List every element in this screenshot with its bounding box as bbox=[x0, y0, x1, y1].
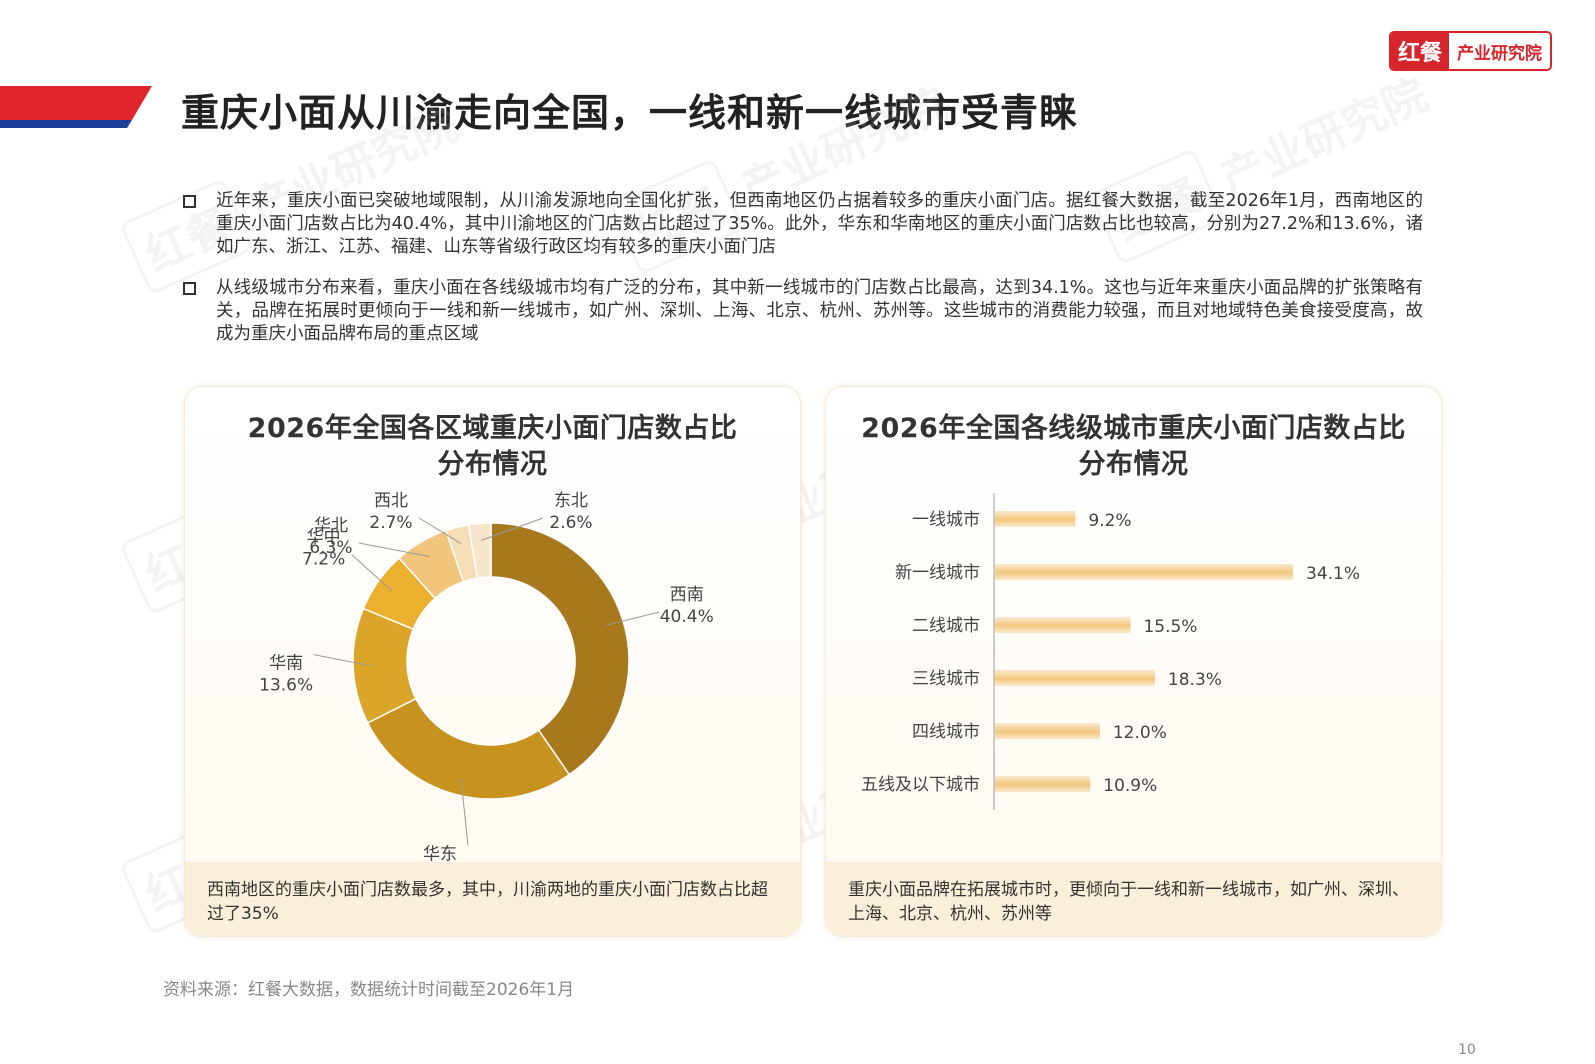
bar-category-label: 一线城市 bbox=[912, 510, 980, 530]
page-title: 重庆小面从川渝走向全国，一线和新一线城市受青睐 bbox=[181, 91, 1079, 135]
chart-title: 2026年全国各线级城市重庆小面门店数占比 分布情况 bbox=[861, 413, 1406, 480]
logo-mark: 红餐 bbox=[1391, 33, 1449, 69]
bullet-text: 近年来，重庆小面已突破地域限制，从川渝发源地向全国化扩张，但西南地区仍占据着较多… bbox=[216, 191, 1423, 257]
bar-value-label: 12.0% bbox=[1113, 723, 1167, 743]
city-tier-chart-panel: 2026年全国各线级城市重庆小面门店数占比 分布情况 一线城市 9.2% 新一线城市… bbox=[825, 386, 1442, 937]
slice-value-label: 40.4% bbox=[660, 607, 714, 627]
bar-category-label: 五线及以下城市 bbox=[861, 775, 980, 795]
donut-slice-1 bbox=[366, 697, 571, 800]
bullet-text: 从线级城市分布来看，重庆小面在各线级城市均有广泛的分布，其中新一线城市的门店数占… bbox=[216, 278, 1423, 344]
bar-category-label: 四线城市 bbox=[912, 722, 980, 742]
slice-category-label: 华北 bbox=[314, 516, 348, 536]
bar-value-label: 10.9% bbox=[1103, 776, 1157, 796]
brand-logo: 红餐 产业研究院 bbox=[1389, 31, 1552, 71]
slice-value-label: 2.6% bbox=[549, 513, 592, 533]
leader-line bbox=[480, 517, 544, 541]
slice-value-label: 6.3% bbox=[309, 538, 352, 558]
bar-value-label: 9.2% bbox=[1088, 511, 1131, 531]
bullet-square-icon bbox=[183, 195, 196, 208]
slice-category-label: 华南 bbox=[269, 654, 303, 674]
bullet-paragraph: 从线级城市分布来看，重庆小面在各线级城市均有广泛的分布，其中新一线城市的门店数占… bbox=[183, 277, 1423, 346]
donut-slice-6 bbox=[467, 522, 492, 579]
bar-value-label: 15.5% bbox=[1143, 617, 1197, 637]
bar bbox=[995, 723, 1100, 739]
leader-line bbox=[606, 611, 659, 626]
slice-category-label: 华中 bbox=[307, 528, 341, 548]
page-number: 10 bbox=[1458, 1042, 1476, 1058]
bar-category-label: 三线城市 bbox=[912, 669, 980, 689]
chart-note: 西南地区的重庆小面门店数最多，其中，川渝两地的重庆小面门店数占比超过了35% bbox=[185, 862, 800, 936]
slice-value-label: 2.7% bbox=[369, 513, 412, 533]
logo-text: 产业研究院 bbox=[1457, 43, 1542, 64]
bar bbox=[995, 776, 1091, 792]
bullet-paragraph: 近年来，重庆小面已突破地域限制，从川渝发源地向全国化扩张，但西南地区仍占据着较多… bbox=[183, 190, 1423, 259]
bullet-square-icon bbox=[183, 282, 196, 295]
donut-slice-0 bbox=[490, 522, 630, 776]
bar bbox=[995, 617, 1131, 633]
source-note: 资料来源：红餐大数据，数据统计时间截至2026年1月 bbox=[163, 980, 575, 1000]
bar-category-label: 新一线城市 bbox=[895, 563, 980, 583]
region-chart-panel: 2026年全国各区域重庆小面门店数占比 分布情况 西南40.4%华东27.2%华… bbox=[184, 386, 801, 937]
bar-category-label: 二线城市 bbox=[912, 616, 980, 636]
bar-chart: 一线城市 9.2% 新一线城市 34.1% 二线城市 15.5% 三线城市 18.3% 四线城市… bbox=[861, 493, 1360, 810]
donut-chart: 西南40.4%华东27.2%华南13.6%华中7.2%华北6.3%西北2.7%东… bbox=[259, 491, 714, 864]
chart-note: 重庆小面品牌在拓展城市时，更倾向于一线和新一线城市，如广州、深圳、上海、北京、杭… bbox=[826, 862, 1441, 936]
slice-value-label: 7.2% bbox=[302, 550, 345, 570]
slice-category-label: 东北 bbox=[554, 491, 588, 511]
slice-category-label: 西南 bbox=[670, 585, 704, 605]
bar bbox=[995, 564, 1293, 580]
leader-line bbox=[460, 778, 469, 846]
slice-category-label: 华东 bbox=[423, 845, 457, 864]
leader-line bbox=[358, 542, 430, 558]
bar-value-label: 34.1% bbox=[1306, 564, 1360, 584]
bar bbox=[995, 511, 1076, 527]
leader-line bbox=[351, 554, 393, 592]
leader-line bbox=[314, 654, 371, 667]
slice-category-label: 西北 bbox=[374, 491, 408, 511]
bar-value-label: 18.3% bbox=[1168, 670, 1222, 690]
chart-title: 2026年全国各区域重庆小面门店数占比 分布情况 bbox=[247, 413, 738, 480]
header-stripe bbox=[0, 86, 152, 128]
leader-line bbox=[418, 517, 462, 545]
slice-value-label: 13.6% bbox=[259, 676, 313, 696]
bar bbox=[995, 670, 1155, 686]
